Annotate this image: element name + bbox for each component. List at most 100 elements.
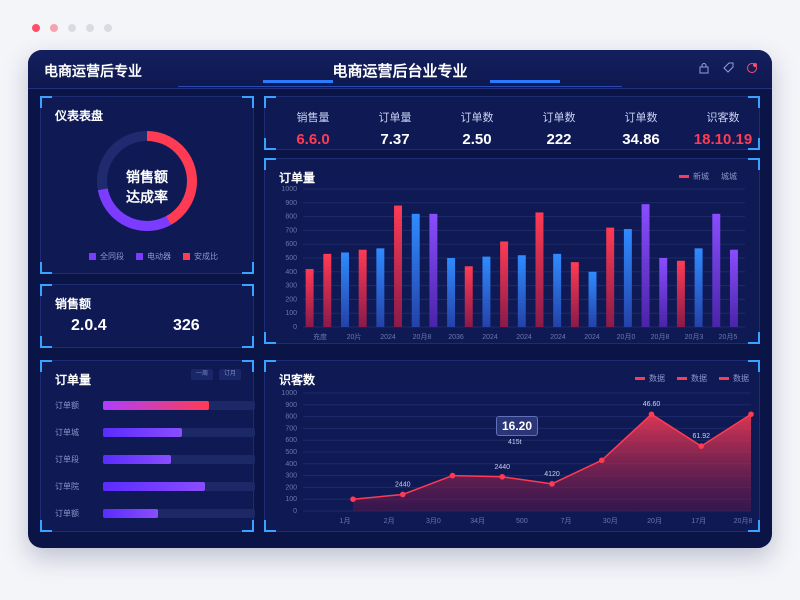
window-dot[interactable] [86, 24, 94, 32]
order-list-panel: 订单量 一周 订月 订单额 订单城 订单段 订单院 订单额 [40, 360, 255, 532]
order-list-title: 订单量 [55, 373, 92, 387]
y-tick-label: 200 [285, 296, 297, 303]
kpi-item: 识客数 18.10.19 [683, 109, 763, 148]
order-bar-track [103, 509, 255, 518]
area-chart-title: 识客数 [279, 373, 316, 387]
order-bar-fill [103, 482, 205, 491]
bar [323, 253, 332, 327]
bar [464, 266, 473, 327]
lock-icon[interactable] [698, 62, 710, 74]
kpi-item: 订单数 222 [519, 109, 599, 148]
data-point [648, 411, 655, 418]
data-point [499, 473, 506, 480]
area-fill [353, 414, 751, 511]
chart-tooltip: 16.20 [496, 416, 539, 436]
legend-item: 数据 [677, 373, 707, 384]
data-label: 4120 [544, 471, 560, 478]
bar-chart: 0 100 200 300 400 500 600 700 800 900 1000 充度 20片 202… [281, 186, 745, 341]
x-tick-label: 2024 [482, 334, 498, 341]
sales-value-1: 2.0.4 [71, 317, 107, 334]
kpi-value: 6.6.0 [296, 131, 330, 148]
y-tick-label: 400 [285, 269, 297, 276]
header-accent-left [263, 80, 333, 83]
order-bar-fill [103, 455, 172, 464]
y-tick-label: 300 [285, 473, 297, 480]
data-point [399, 491, 406, 498]
x-tick-label: 2024 [516, 334, 532, 341]
kpi-value: 18.10.19 [693, 131, 753, 148]
bar [305, 269, 314, 327]
bar [588, 271, 597, 327]
bar [376, 248, 385, 327]
y-tick-label: 200 [285, 484, 297, 491]
bar [641, 204, 650, 327]
order-bar-track [103, 401, 255, 410]
bar [729, 249, 738, 327]
legend-item: 安成比 [183, 251, 218, 262]
kpi-label: 订单数 [624, 112, 658, 124]
data-point [598, 457, 605, 464]
bar-chart-panel: 订单量 新城 城城 0 100 200 300 400 500 600 700 800 900 10… [264, 158, 760, 344]
x-tick-label: 20月 [647, 517, 662, 525]
order-bar-fill [103, 509, 158, 518]
window-controls [32, 24, 112, 32]
order-bar-track [103, 455, 255, 464]
x-tick-label: 20月8 [413, 333, 432, 341]
y-tick-label: 100 [285, 496, 297, 503]
y-tick-label: 500 [285, 449, 297, 456]
bar [500, 241, 509, 327]
x-tick-label: 30月 [603, 517, 618, 525]
bar [358, 249, 367, 327]
kpi-value: 2.50 [462, 131, 492, 148]
x-tick-label: 2036 [448, 334, 464, 341]
chart-tooltip-sub: 415t [508, 439, 522, 446]
week-button[interactable]: 一周 [191, 369, 213, 380]
alert-icon[interactable] [746, 62, 758, 74]
area-chart-legend: 数据 数据 数据 [635, 373, 749, 384]
kpi-item: 订单量 7.37 [355, 109, 435, 148]
x-tick-label: 20月3 [685, 333, 704, 341]
window-dot[interactable] [50, 24, 58, 32]
window-dot[interactable] [104, 24, 112, 32]
legend-item: 全同段 [89, 251, 124, 262]
x-tick-label: 2024 [380, 334, 396, 341]
bar [676, 260, 685, 327]
data-label: 2440 [494, 464, 510, 471]
window-dot[interactable] [32, 24, 40, 32]
bar [394, 205, 403, 327]
order-bar-track [103, 482, 255, 491]
y-tick-label: 1000 [281, 390, 297, 397]
x-tick-label: 2024 [550, 334, 566, 341]
order-bar-label: 订单额 [55, 401, 79, 410]
gauge-achieved-arc [97, 131, 197, 231]
gauge-secondary-arc [97, 131, 197, 231]
gauge-legend: 全同段 电动器 安成比 [89, 251, 218, 262]
gauge-title: 仪表表盘 [55, 109, 104, 123]
x-tick-label: 2月 [384, 517, 395, 525]
month-button[interactable]: 订月 [219, 369, 241, 380]
x-tick-label: 20月5 [719, 333, 738, 341]
sales-title: 销售额 [55, 297, 92, 311]
legend-item: 数据 [635, 373, 665, 384]
dashboard-window: 电商运营后专业 电商运营后台业专业 仪表表盘 销售额 达成率 全同 [28, 50, 772, 548]
y-tick-label: 700 [285, 227, 297, 234]
legend-item: 电动器 [136, 251, 171, 262]
window-dot[interactable] [68, 24, 76, 32]
data-point [449, 472, 456, 479]
bar [623, 229, 632, 327]
x-tick-label: 1月 [340, 517, 351, 525]
kpi-label: 订单数 [460, 112, 494, 124]
donut-gauge [97, 131, 197, 231]
data-point [698, 443, 705, 449]
bar [694, 248, 703, 327]
bar [411, 213, 420, 327]
bar [341, 252, 349, 327]
tag-icon[interactable] [722, 62, 734, 74]
order-bar-label: 订单段 [55, 455, 79, 464]
header-icons [698, 62, 758, 74]
y-tick-label: 1000 [281, 186, 297, 193]
gauge-panel: 仪表表盘 销售额 达成率 全同段 电动器 安成比 [40, 96, 254, 274]
y-tick-label: 0 [293, 324, 297, 331]
bar-chart-legend: 新城 城城 [679, 171, 737, 182]
x-tick-label: 17月 [691, 517, 706, 525]
